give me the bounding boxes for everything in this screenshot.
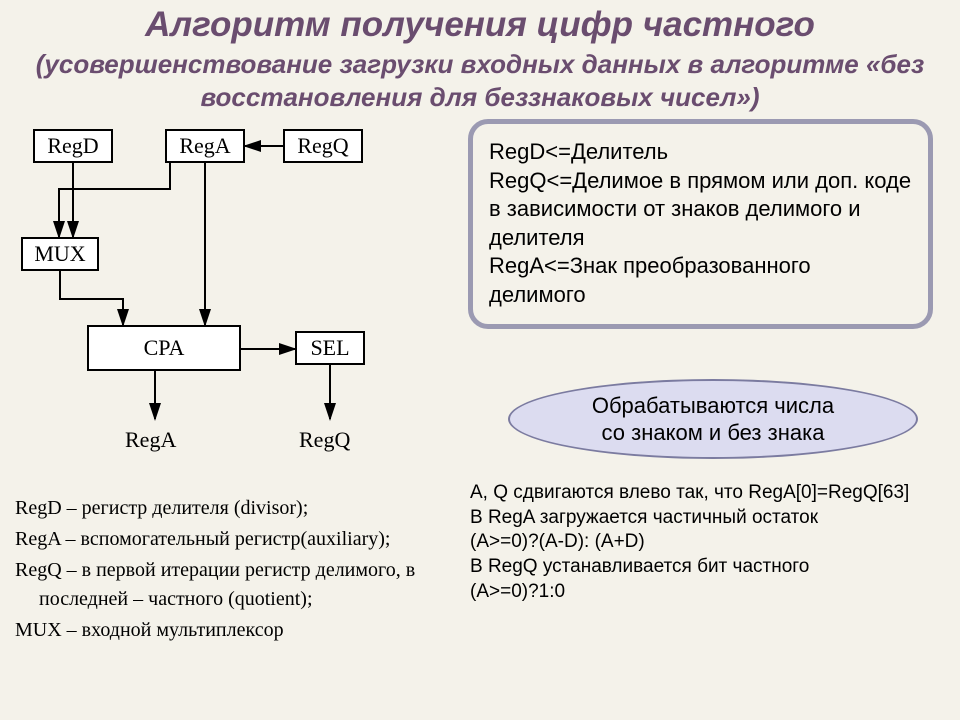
content-area: RegD RegA RegQ MUX CPA SEL RegA RegQ RegD – рег… [0,119,960,619]
info-line-2: RegA<=Знак преобразованного делимого [489,252,912,309]
out-label-out_rega: RegA [125,427,176,453]
legend-line-2: RegQ – в первой итерации регистр делимог… [15,556,455,614]
legend: RegD – регистр делителя (divisor);RegA –… [15,494,455,647]
block-diagram: RegD RegA RegQ MUX CPA SEL RegA RegQ [15,119,435,479]
page-subtitle: (усовершенствование загрузки входных дан… [0,46,960,119]
info-line-1: RegQ<=Делимое в прямом или доп. коде в з… [489,167,912,253]
node-sel: SEL [295,331,365,365]
note-line-3: В RegQ устанавливается бит частного [470,555,940,580]
algorithm-notes: A, Q сдвигаются влево так, что RegA[0]=R… [470,481,940,604]
note-line-4: (A>=0)?1:0 [470,580,940,605]
oval-text: Обрабатываются числасо знаком и без знак… [592,392,834,447]
info-line-0: RegD<=Делитель [489,138,912,167]
node-mux: MUX [21,237,99,271]
node-cpa: CPA [87,325,241,371]
info-box: RegD<=ДелительRegQ<=Делимое в прямом или… [468,119,933,329]
note-line-1: В RegA загружается частичный остаток [470,506,940,531]
node-regd: RegD [33,129,113,163]
legend-line-3: MUX – входной мультиплексор [15,616,455,645]
edge-mux-cpa [60,271,123,325]
page-title: Алгоритм получения цифр частного [0,0,960,46]
note-line-2: (A>=0)?(A-D): (A+D) [470,530,940,555]
out-label-out_regq: RegQ [299,427,350,453]
legend-line-1: RegA – вспомогательный регистр(auxiliary… [15,525,455,554]
node-rega: RegA [165,129,245,163]
legend-line-0: RegD – регистр делителя (divisor); [15,494,455,523]
note-line-0: A, Q сдвигаются влево так, что RegA[0]=R… [470,481,940,506]
note-oval: Обрабатываются числасо знаком и без знак… [508,379,918,459]
node-regq: RegQ [283,129,363,163]
